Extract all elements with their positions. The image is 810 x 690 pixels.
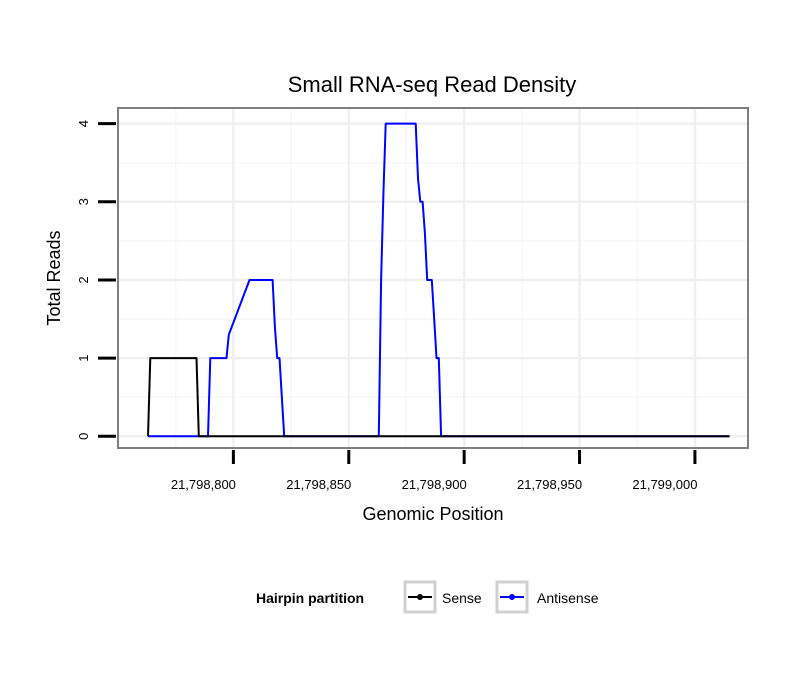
x-axis-ticks: 21,798,800 21,798,850 21,798,900 21,798,950… bbox=[171, 450, 697, 492]
legend: Hairpin partition Sense Antisense bbox=[256, 580, 599, 614]
series-line-sense bbox=[147, 357, 730, 438]
x-tick-label: 21,798,900 bbox=[402, 477, 467, 492]
series-line-antisense bbox=[148, 122, 730, 438]
legend-label-sense: Sense bbox=[442, 590, 482, 606]
y-axis-ticks: 0 1 2 3 4 bbox=[76, 120, 116, 440]
y-tick-label: 0 bbox=[76, 433, 91, 440]
plot-area bbox=[118, 108, 748, 448]
x-tick-label: 21,798,800 bbox=[171, 477, 236, 492]
y-tick-label: 1 bbox=[76, 354, 91, 361]
y-tick-label: 4 bbox=[76, 120, 91, 127]
x-tick-label: 21,798,850 bbox=[286, 477, 351, 492]
plot-panel bbox=[118, 108, 748, 448]
legend-title: Hairpin partition bbox=[256, 590, 364, 606]
legend-key-point-sense bbox=[417, 594, 423, 600]
chart-title: Small RNA-seq Read Density bbox=[288, 72, 577, 97]
y-axis-title: Total Reads bbox=[44, 230, 64, 325]
y-tick-label: 2 bbox=[76, 276, 91, 283]
x-tick-label: 21,799,000 bbox=[632, 477, 697, 492]
plot-border bbox=[117, 107, 749, 449]
x-axis-title: Genomic Position bbox=[362, 504, 503, 524]
legend-key-point-antisense bbox=[509, 594, 515, 600]
x-tick-label: 21,798,950 bbox=[517, 477, 582, 492]
legend-items: Sense Antisense bbox=[403, 580, 599, 614]
legend-label-antisense: Antisense bbox=[537, 590, 599, 606]
y-tick-label: 3 bbox=[76, 198, 91, 205]
series-lines bbox=[147, 122, 730, 438]
